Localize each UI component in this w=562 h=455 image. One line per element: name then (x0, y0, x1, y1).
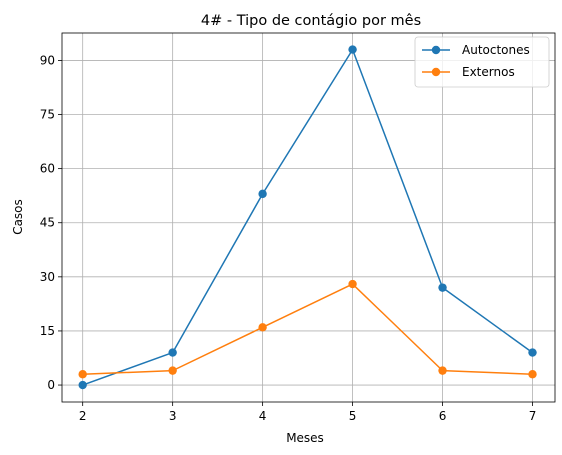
data-point-externos (258, 323, 267, 332)
y-tick-label: 15 (40, 324, 55, 338)
legend-marker-autoctones (431, 45, 441, 55)
data-point-autoctones (528, 348, 537, 357)
data-point-externos (348, 279, 357, 289)
x-tick-label: 4 (259, 409, 267, 423)
series-line-externos (82, 283, 533, 375)
grid (62, 33, 555, 402)
x-tick-label: 3 (169, 409, 177, 423)
y-tick-label: 0 (47, 378, 55, 392)
data-point-externos (438, 366, 447, 375)
data-point-autoctones (78, 380, 87, 390)
legend-label-externos: Externos (462, 65, 515, 79)
data-point-autoctones (438, 283, 447, 292)
legend-label-autoctones: Autoctones (462, 43, 530, 57)
x-tick-label: 2 (79, 409, 87, 423)
y-tick-label: 60 (40, 162, 55, 176)
x-tick-label: 7 (529, 409, 537, 423)
data-point-autoctones (348, 45, 357, 54)
x-tick-label: 6 (439, 409, 447, 423)
data-point-externos (78, 370, 87, 379)
plot-frame (61, 32, 556, 403)
y-tick-label: 75 (40, 108, 55, 122)
y-tick-label: 90 (40, 53, 55, 67)
y-tick-label: 45 (40, 216, 55, 230)
legend: Autoctones Externos (414, 36, 550, 88)
series-layer (78, 45, 537, 390)
data-point-autoctones (258, 189, 267, 199)
x-axis-title: Meses (286, 431, 324, 445)
data-point-externos (168, 366, 177, 375)
data-point-externos (528, 370, 537, 379)
data-point-autoctones (168, 348, 177, 357)
y-axis-title: Casos (11, 199, 25, 235)
legend-marker-externos (431, 67, 441, 77)
chart-title: 4# - Tipo de contágio por mês (201, 13, 421, 29)
series-line-autoctones (82, 48, 533, 386)
x-tick-label: 5 (349, 409, 357, 423)
y-tick-label: 30 (40, 270, 55, 284)
